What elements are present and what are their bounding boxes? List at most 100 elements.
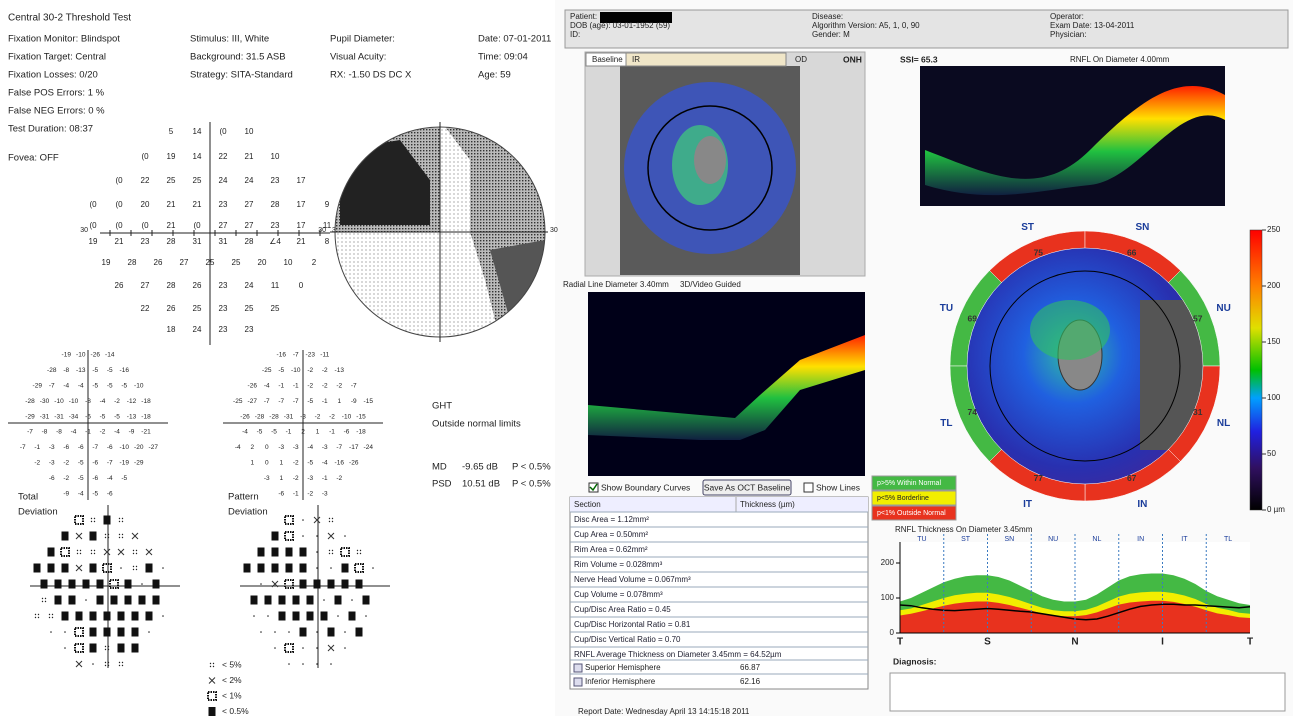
threshold-value: (0 — [219, 127, 227, 136]
legend-text: < 2% — [222, 675, 242, 685]
symbol-05 — [362, 595, 370, 605]
symbol-normal — [351, 599, 353, 601]
symbol-normal — [372, 567, 374, 569]
symbol-normal — [64, 647, 66, 649]
threshold-value: ∠4 — [269, 237, 281, 246]
diagnosis-box[interactable] — [889, 672, 1286, 712]
threshold-value: 25 — [245, 304, 254, 313]
info-line: Pupil Diameter: — [330, 34, 395, 45]
table-cell: Cup/Disc Vertical Ratio = 0.70 — [574, 635, 681, 644]
symbol-5 — [212, 665, 215, 668]
symbol-5 — [93, 549, 96, 552]
table-cell: Superior Hemisphere — [585, 663, 661, 672]
deviation-value: -2 — [34, 460, 40, 467]
deviation-value: -17 — [349, 444, 359, 451]
symbol-normal — [344, 631, 346, 633]
sector-name: ST — [1021, 222, 1034, 233]
header-field: Algorithm Version: A5, 1, 0, 90 — [812, 21, 920, 30]
deviation-value: -12 — [127, 398, 137, 405]
button-label: Save As OCT Baseline — [704, 482, 791, 492]
colorbar — [1249, 229, 1263, 511]
header-field: Gender: M — [812, 30, 850, 39]
table-cell: Inferior Hemisphere — [585, 677, 656, 686]
threshold-value: 25 — [167, 176, 176, 185]
symbol-1 — [74, 627, 84, 637]
deviation-value: -5 — [100, 413, 106, 420]
symbol-5 — [41, 600, 44, 603]
tab[interactable] — [625, 52, 787, 67]
plot-label: Total — [18, 492, 38, 503]
deviation-value: -3 — [264, 475, 270, 482]
symbol-5 — [104, 645, 107, 648]
symbol-normal — [365, 615, 367, 617]
deviation-value: -2 — [293, 475, 299, 482]
threshold-value: 21 — [167, 200, 176, 209]
threshold-value: 25 — [193, 304, 202, 313]
deviation-value: -2 — [293, 460, 299, 467]
deviation-value: -5 — [307, 398, 313, 405]
symbol-normal — [330, 567, 332, 569]
symbol-5 — [121, 536, 124, 539]
plot-label: Deviation — [228, 507, 268, 518]
deviation-value: -19 — [62, 352, 72, 359]
sector-name: TU — [940, 303, 953, 314]
threshold-value: 28 — [271, 200, 280, 209]
deviation-value: -19 — [120, 460, 130, 467]
deviation-value: -7 — [264, 398, 270, 405]
symbol-5 — [51, 613, 54, 616]
symbol-5 — [118, 536, 121, 539]
threshold-value: 25 — [206, 258, 215, 267]
symbol-05 — [299, 627, 307, 637]
deviation-value: -1 — [293, 383, 299, 390]
deviation-value: 1 — [279, 475, 283, 482]
deviation-value: -6 — [85, 413, 91, 420]
symbol-05 — [145, 611, 153, 621]
sector-name: TL — [940, 418, 952, 429]
checkbox[interactable] — [588, 482, 599, 493]
check — [589, 483, 598, 492]
plot-label: Pattern — [228, 492, 259, 503]
expand-button[interactable] — [573, 677, 583, 687]
symbol-05 — [40, 579, 48, 589]
symbol-05 — [327, 579, 335, 589]
button[interactable] — [702, 479, 792, 496]
info-line: RX: -1.50 DS DC X — [330, 70, 412, 81]
symbol-05 — [334, 595, 342, 605]
deviation-value: 0 — [265, 444, 269, 451]
symbol-5 — [331, 517, 334, 520]
symbol-1 — [284, 579, 294, 589]
symbol-5 — [76, 549, 79, 552]
deviation-value: -5 — [78, 460, 84, 467]
deviation-value: -29 — [134, 460, 144, 467]
info-line: Fixation Monitor: Blindspot — [8, 34, 120, 45]
deviation-value: -6 — [107, 490, 113, 497]
symbol-2 — [327, 644, 335, 652]
table-header-cell: Thickness (µm) — [740, 500, 795, 509]
symbol-5 — [104, 648, 107, 651]
info-line: Time: 09:04 — [478, 52, 528, 63]
symbol-05 — [96, 579, 104, 589]
info-line: Strategy: SITA-Standard — [190, 70, 293, 81]
symbol-2 — [75, 532, 83, 540]
symbol-normal — [267, 615, 269, 617]
symbol-5 — [328, 549, 331, 552]
symbol-normal — [50, 631, 52, 633]
symbol-2 — [75, 660, 83, 668]
symbol-5 — [328, 552, 331, 555]
colorbar-label: 200 — [1267, 281, 1281, 290]
deviation-value: 1 — [337, 398, 341, 405]
sector-value: 57 — [1193, 314, 1203, 324]
deviation-value: -13 — [76, 367, 86, 374]
expand-button[interactable] — [573, 663, 583, 673]
symbol-5 — [135, 552, 138, 555]
threshold-value: 23 — [219, 200, 228, 209]
deviation-value: -31 — [284, 413, 294, 420]
axis-label: 30 — [318, 227, 326, 234]
threshold-value: 21 — [167, 221, 176, 230]
symbol-normal — [288, 663, 290, 665]
deviation-value: -15 — [356, 413, 366, 420]
symbol-normal — [274, 631, 276, 633]
threshold-value: 31 — [193, 237, 202, 246]
checkbox[interactable] — [803, 482, 814, 493]
deviation-value: -5 — [121, 475, 127, 482]
